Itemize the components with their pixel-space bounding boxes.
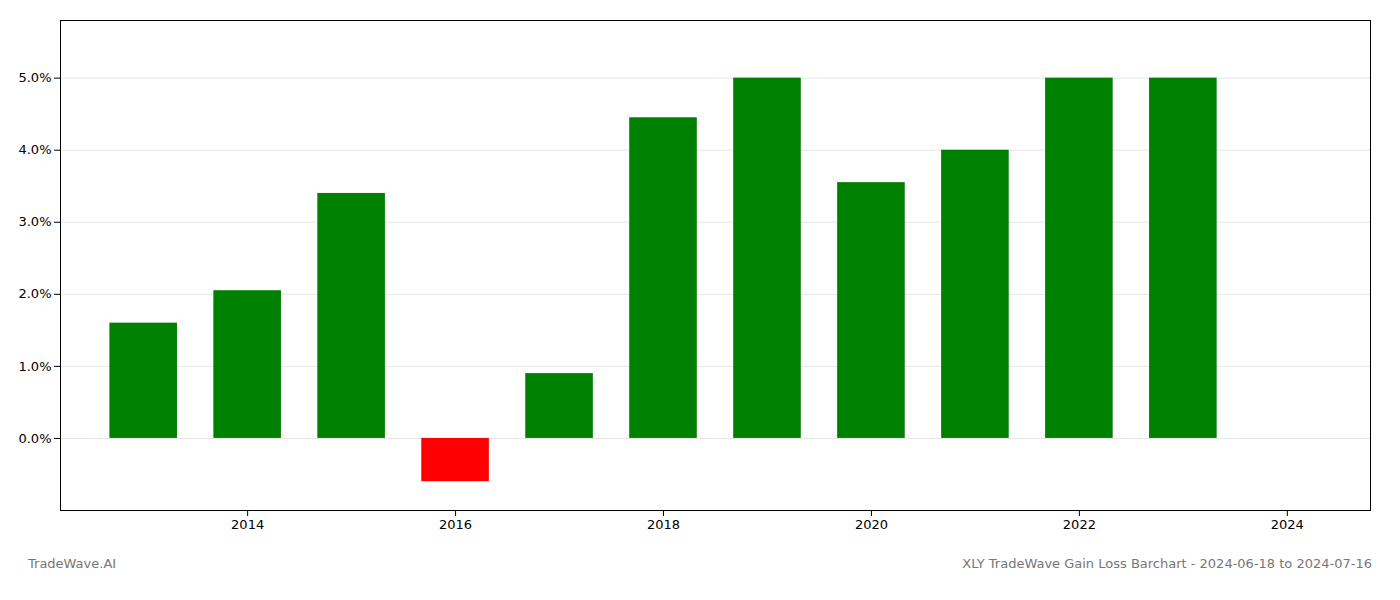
svg-text:2022: 2022 <box>1063 517 1096 532</box>
html-text:XLY TradeWave Gain Loss Barcha: XLY TradeWave Gain Loss Barchart - 2024-… <box>962 556 1372 571</box>
svg-text:2018: 2018 <box>647 517 680 532</box>
svg-text:4.0%: 4.0% <box>18 142 51 157</box>
svg-text:2020: 2020 <box>855 517 888 532</box>
svg-text:1.0%: 1.0% <box>18 359 51 374</box>
svg-text:0.0%: 0.0% <box>18 431 51 446</box>
html-text:TradeWave.AI: TradeWave.AI <box>28 556 117 571</box>
svg-text:3.0%: 3.0% <box>18 214 51 229</box>
svg-text:2014: 2014 <box>231 517 264 532</box>
svg-text:2.0%: 2.0% <box>18 286 51 301</box>
svg-text:5.0%: 5.0% <box>18 70 51 85</box>
svg-text:2016: 2016 <box>439 517 472 532</box>
svg-text:2024: 2024 <box>1271 517 1304 532</box>
